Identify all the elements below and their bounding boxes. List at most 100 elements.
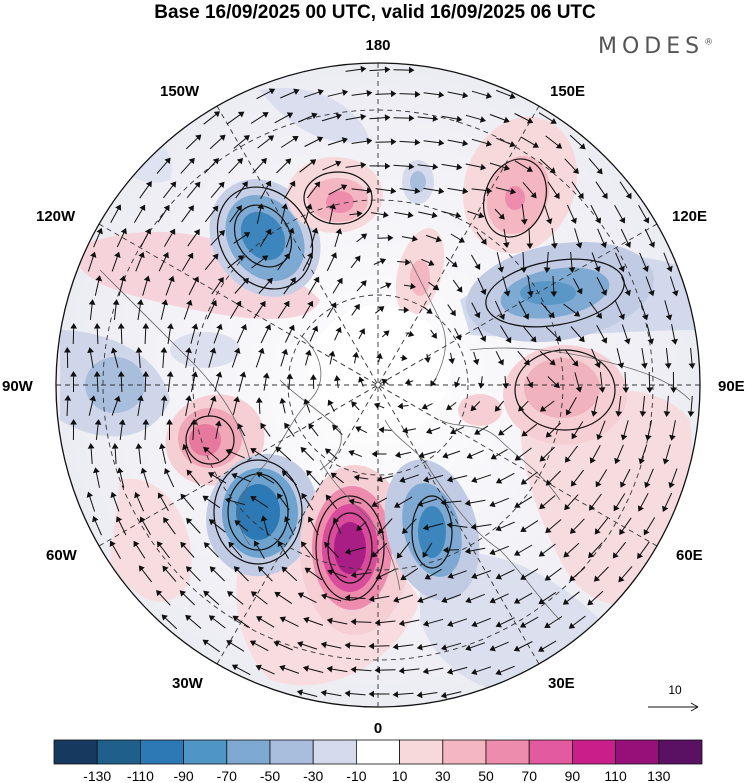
wind-arrowhead bbox=[267, 135, 275, 142]
wind-arrowhead bbox=[669, 434, 676, 441]
wind-arrowhead bbox=[441, 644, 448, 651]
wind-arrowhead bbox=[208, 615, 216, 622]
colorbar-label: 130 bbox=[647, 768, 671, 783]
wind-arrowhead bbox=[422, 551, 429, 558]
wind-arrowhead bbox=[348, 498, 355, 505]
wind-arrowhead bbox=[401, 527, 409, 534]
wind-arrowhead bbox=[286, 112, 294, 119]
wind-arrowhead bbox=[242, 277, 249, 285]
wind-arrowhead bbox=[161, 299, 169, 306]
wind-arrowhead bbox=[408, 66, 415, 74]
wind-arrowhead bbox=[243, 135, 250, 142]
wind-arrowhead bbox=[514, 549, 521, 556]
anomaly-pos-90w-core bbox=[189, 424, 221, 456]
wind-arrowhead bbox=[336, 277, 343, 285]
wind-arrowhead bbox=[354, 255, 361, 262]
wind-arrowhead bbox=[194, 181, 201, 188]
contour-lines bbox=[185, 158, 625, 601]
wind-arrowhead bbox=[520, 267, 528, 273]
wind-arrowhead bbox=[416, 643, 423, 651]
wind-arrowhead bbox=[262, 112, 269, 118]
wind-arrowhead bbox=[277, 493, 284, 500]
wind-arrowhead bbox=[576, 288, 583, 295]
lon-label-90w: 90W bbox=[2, 378, 34, 395]
wind-arrowhead bbox=[490, 453, 497, 460]
wind-arrowhead bbox=[503, 116, 510, 124]
wind-arrowhead bbox=[384, 66, 391, 74]
wind-arrowhead bbox=[70, 419, 78, 425]
wind-arrowhead bbox=[526, 243, 534, 249]
wind-arrowhead bbox=[186, 517, 193, 525]
wind-arrowhead bbox=[350, 666, 357, 674]
wind-arrowhead bbox=[619, 217, 626, 224]
wind-arrowhead bbox=[474, 263, 481, 270]
wind-arrowhead bbox=[688, 363, 696, 369]
wind-arrowhead bbox=[169, 228, 176, 235]
wind-arrowhead bbox=[87, 347, 94, 354]
wind-arrowhead bbox=[313, 276, 320, 283]
wind-arrowhead bbox=[145, 181, 152, 188]
wind-arrowhead bbox=[407, 211, 414, 219]
wind-vectors bbox=[64, 65, 696, 699]
wind-arrowhead bbox=[327, 399, 334, 406]
wind-arrowhead bbox=[432, 115, 439, 122]
colorbar-swatch bbox=[355, 739, 400, 765]
wind-arrowhead bbox=[384, 114, 391, 122]
wind-arrowhead bbox=[296, 689, 304, 696]
wind-arrowhead bbox=[227, 591, 234, 598]
wind-arrowhead bbox=[408, 163, 415, 170]
colorbar-label: 90 bbox=[565, 768, 581, 783]
wind-arrowhead bbox=[208, 519, 216, 526]
wind-arrowhead bbox=[139, 204, 146, 211]
wind-arrowhead bbox=[575, 242, 583, 249]
wind-arrowhead bbox=[637, 552, 644, 559]
wind-arrowhead bbox=[505, 336, 512, 344]
wind-arrowhead bbox=[187, 252, 194, 259]
wind-arrowhead bbox=[320, 641, 327, 649]
polar-cap bbox=[310, 305, 450, 435]
colorbar-swatch bbox=[139, 739, 184, 765]
wind-arrowhead bbox=[215, 420, 222, 427]
wind-arrowhead bbox=[498, 213, 505, 220]
wind-arrowhead bbox=[213, 111, 221, 118]
wind-arrowhead bbox=[302, 665, 310, 672]
wind-arrowhead bbox=[404, 378, 412, 386]
wind-arrowhead bbox=[333, 375, 341, 382]
wind-arrowhead bbox=[411, 235, 418, 242]
wind-arrowhead bbox=[563, 551, 570, 558]
lon-label-120w: 120W bbox=[36, 208, 76, 225]
wind-arrowhead bbox=[112, 299, 120, 305]
wind-arrowhead bbox=[311, 325, 319, 332]
wind-arrowhead bbox=[665, 314, 673, 321]
wind-arrowhead bbox=[438, 91, 445, 99]
wind-arrowhead bbox=[170, 181, 177, 188]
wind-arrowhead bbox=[620, 434, 628, 441]
wind-arrowhead bbox=[513, 645, 521, 652]
wind-arrowhead bbox=[526, 117, 534, 124]
wind-arrowhead bbox=[440, 499, 447, 506]
wind-arrowhead bbox=[279, 664, 286, 672]
wind-arrowhead bbox=[548, 311, 555, 319]
wind-arrowhead bbox=[470, 523, 477, 531]
wind-arrowhead bbox=[371, 500, 378, 507]
wind-arrowhead bbox=[509, 188, 517, 195]
wind-arrowhead bbox=[587, 599, 594, 606]
wind-arrowhead bbox=[430, 380, 437, 387]
wind-arrowhead bbox=[432, 284, 440, 291]
wind-arrowhead bbox=[639, 411, 647, 417]
wind-arrowhead bbox=[368, 595, 375, 603]
wind-arrowhead bbox=[624, 289, 631, 297]
wind-arrowhead bbox=[417, 596, 424, 604]
wind-arrowhead bbox=[513, 597, 521, 604]
wind-arrowhead bbox=[449, 309, 456, 317]
wind-arrowhead bbox=[226, 640, 233, 647]
wind-arrowhead bbox=[95, 275, 103, 282]
wind-arrowhead bbox=[243, 232, 251, 238]
wind-arrowhead bbox=[518, 405, 525, 412]
wind-arrowhead bbox=[117, 371, 125, 377]
wind-arrowhead bbox=[638, 458, 645, 465]
wind-arrowhead bbox=[326, 665, 333, 673]
wind-arrowhead bbox=[134, 491, 141, 499]
wind-arrowhead bbox=[138, 565, 145, 572]
wind-arrowhead bbox=[87, 443, 95, 449]
